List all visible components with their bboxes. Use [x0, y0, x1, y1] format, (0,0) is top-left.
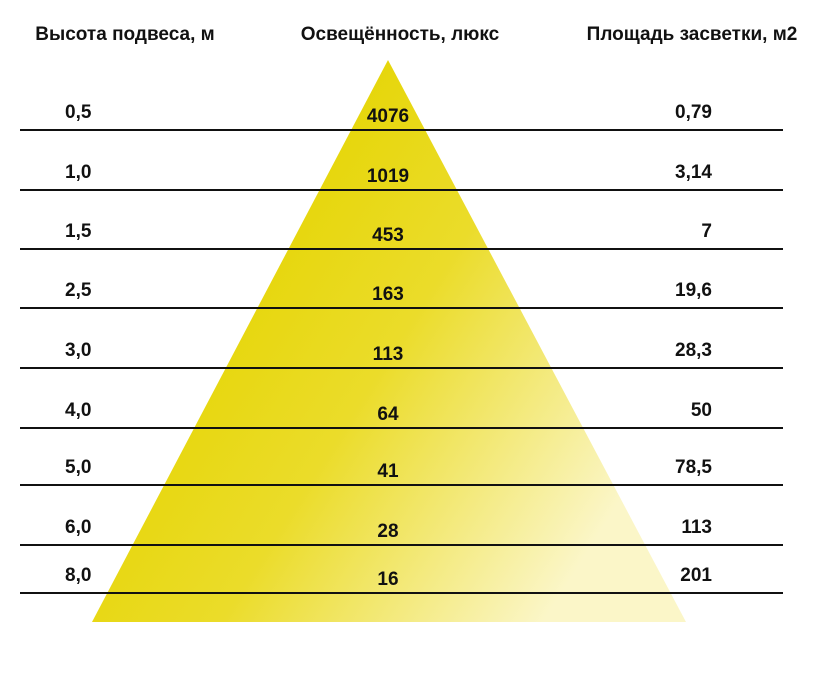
height-value: 1,0 — [65, 162, 91, 183]
illuminance-value: 4076 — [367, 106, 409, 127]
illuminance-value: 64 — [377, 404, 399, 425]
illuminance-value: 41 — [377, 461, 399, 482]
illuminance-value: 453 — [372, 225, 404, 246]
height-value: 5,0 — [65, 457, 91, 478]
area-value: 50 — [691, 400, 712, 421]
illuminance-value: 28 — [377, 521, 398, 542]
header-illuminance: Освещённость, люкс — [301, 24, 500, 45]
area-value: 3,14 — [675, 162, 712, 183]
rows: 0,5 4076 0,79 1,0 1019 3,14 1,5 453 7 2,5 163 19,6 3… — [20, 102, 783, 594]
illuminance-value: 16 — [377, 569, 398, 590]
area-value: 28,3 — [675, 340, 712, 361]
light-cone — [92, 60, 686, 622]
illuminance-value: 113 — [373, 344, 404, 365]
area-value: 78,5 — [675, 457, 712, 478]
height-value: 3,0 — [65, 340, 91, 361]
height-value: 0,5 — [65, 102, 92, 123]
area-value: 19,6 — [675, 280, 712, 301]
area-value: 0,79 — [675, 102, 712, 123]
illuminance-value: 1019 — [367, 166, 409, 187]
height-value: 8,0 — [65, 565, 91, 586]
height-value: 1,5 — [65, 221, 92, 242]
height-value: 6,0 — [65, 517, 91, 538]
header-height: Высота подвеса, м — [35, 24, 214, 45]
height-value: 4,0 — [65, 400, 91, 421]
area-value: 7 — [701, 221, 712, 242]
illuminance-value: 163 — [372, 284, 404, 305]
header-area: Площадь засветки, м2 — [587, 24, 798, 45]
area-value: 113 — [681, 517, 712, 538]
height-value: 2,5 — [65, 280, 92, 301]
area-value: 201 — [680, 565, 712, 586]
